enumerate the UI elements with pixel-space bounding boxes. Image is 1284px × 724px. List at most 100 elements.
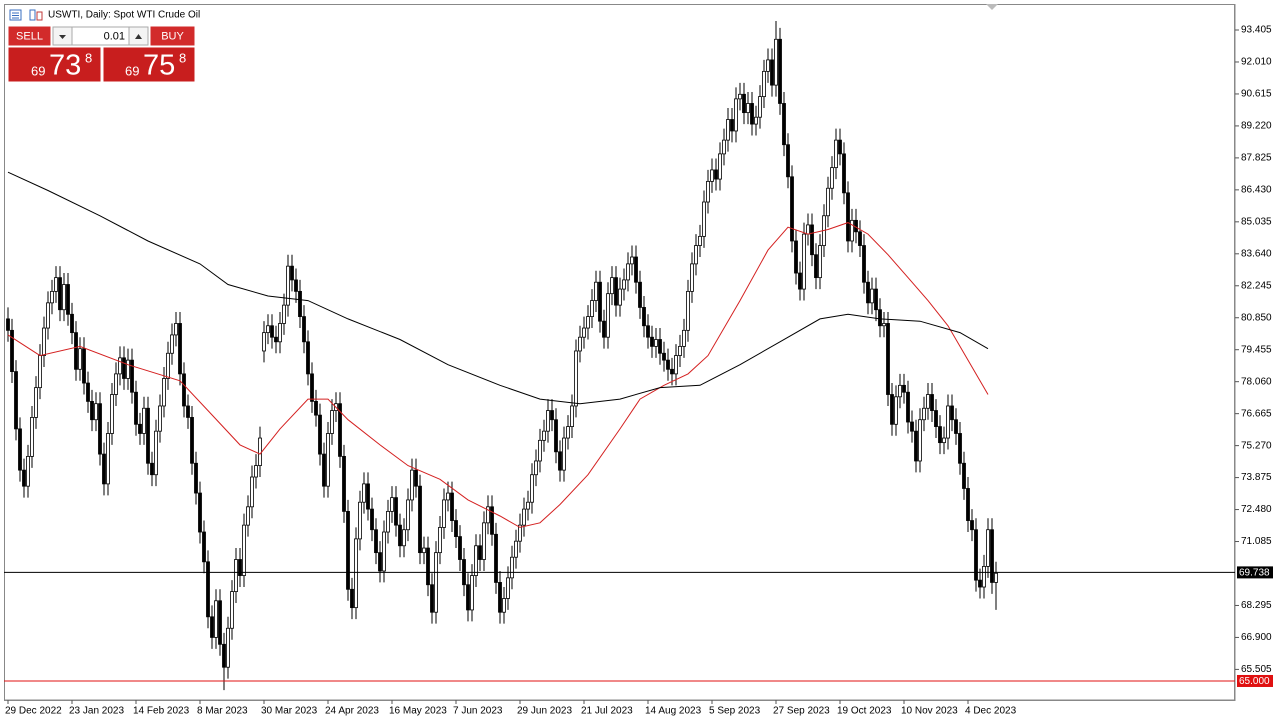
candle-body <box>478 545 482 560</box>
candle-body <box>874 288 878 311</box>
candle-body <box>642 307 646 327</box>
x-tick-label: 14 Aug 2023 <box>645 706 702 717</box>
ask-box[interactable] <box>102 46 196 83</box>
candle-body <box>750 103 754 125</box>
candle-body <box>658 339 662 354</box>
candle-body <box>130 359 134 393</box>
candle-body <box>54 277 58 292</box>
candle-body <box>714 169 718 180</box>
price-label-box <box>1237 674 1273 687</box>
up-arrow <box>135 34 142 39</box>
candle-body <box>742 93 746 114</box>
y-tick-label: 85.035 <box>1241 216 1272 227</box>
candle-body <box>894 396 898 425</box>
candle-body <box>278 323 282 343</box>
candle-body <box>950 405 954 421</box>
candle-body <box>30 417 34 457</box>
candle-body <box>618 288 622 306</box>
candle-body <box>674 355 678 375</box>
candle-body <box>746 103 750 114</box>
candle-body <box>974 529 978 581</box>
buy-button[interactable] <box>149 25 196 47</box>
buy-label: BUY <box>161 30 184 42</box>
candle-body <box>66 284 70 315</box>
candle-body <box>594 281 598 301</box>
x-tick-label: 30 Mar 2023 <box>261 706 318 717</box>
candle-body <box>538 439 542 462</box>
bid-box[interactable] <box>7 46 102 83</box>
candle-body <box>790 176 794 242</box>
candle-body <box>550 410 554 421</box>
candle-body <box>954 419 958 434</box>
candle-body <box>838 139 842 155</box>
candle-body <box>290 265 294 281</box>
candle-body <box>238 559 242 576</box>
candle-body <box>598 281 602 322</box>
candle-body <box>230 591 234 629</box>
candle-body <box>62 284 66 311</box>
candle-body <box>358 501 362 540</box>
candle-body <box>486 506 490 524</box>
x-tick-label: 5 Sep 2023 <box>709 706 761 717</box>
y-tick-label: 93.405 <box>1241 25 1272 36</box>
y-tick-label: 82.245 <box>1241 280 1272 291</box>
sell-label: SELL <box>16 30 43 42</box>
y-tick-label: 79.455 <box>1241 344 1272 355</box>
candle-body <box>170 334 174 354</box>
candle-body <box>606 293 610 338</box>
candle-body <box>986 529 990 567</box>
candle-body <box>86 382 90 402</box>
candle-body <box>542 430 546 441</box>
candle-body <box>862 245 866 283</box>
ask-small: 8 <box>179 50 186 65</box>
candle-body <box>158 405 162 432</box>
candle-body <box>638 281 642 308</box>
candle-body <box>690 263 694 292</box>
candle-body <box>570 405 574 427</box>
candle-body <box>322 453 326 487</box>
y-tick-label: 87.825 <box>1241 153 1272 164</box>
candle-body <box>922 407 926 421</box>
candle-body <box>74 332 78 370</box>
candle-body <box>602 320 606 338</box>
candle-body <box>662 352 666 361</box>
candle-body <box>898 384 902 398</box>
candle-body <box>534 460 538 476</box>
candle-body <box>666 359 670 370</box>
volume-value: 0.01 <box>104 30 125 42</box>
candle-body <box>394 497 398 526</box>
candle-body <box>710 169 714 182</box>
candle-body <box>226 627 230 668</box>
candle-body <box>182 373 186 407</box>
candle-body <box>694 245 698 265</box>
candle-body <box>338 403 342 457</box>
candle-body <box>126 359 130 379</box>
chart-icon[interactable] <box>29 9 36 21</box>
candle-body <box>870 288 874 304</box>
candle-body <box>622 279 626 290</box>
candle-body <box>522 508 526 526</box>
candle-body <box>406 499 410 531</box>
candle-body <box>590 300 594 317</box>
x-tick-label: 8 Mar 2023 <box>197 706 248 717</box>
candle-body <box>146 407 150 464</box>
candle-body <box>634 256 638 283</box>
bid-big: 69 <box>31 63 45 78</box>
x-tick-label: 10 Nov 2023 <box>901 706 958 717</box>
candle-body <box>966 488 970 521</box>
dropdown-arrow <box>59 35 66 39</box>
chart-header: USWTI, Daily: Spot WTI Crude Oil <box>48 10 200 21</box>
sell-button[interactable] <box>7 25 52 47</box>
candle-body <box>958 433 962 464</box>
candle-body <box>830 167 834 189</box>
candle-body <box>310 373 314 402</box>
candle-body <box>842 153 846 194</box>
candle-body <box>810 224 814 256</box>
candle-body <box>698 235 702 246</box>
candle-body <box>586 316 590 329</box>
candle-body <box>122 357 126 379</box>
candle-body <box>366 483 370 510</box>
y-tick-label: 73.875 <box>1241 472 1272 483</box>
candle-body <box>990 529 994 583</box>
